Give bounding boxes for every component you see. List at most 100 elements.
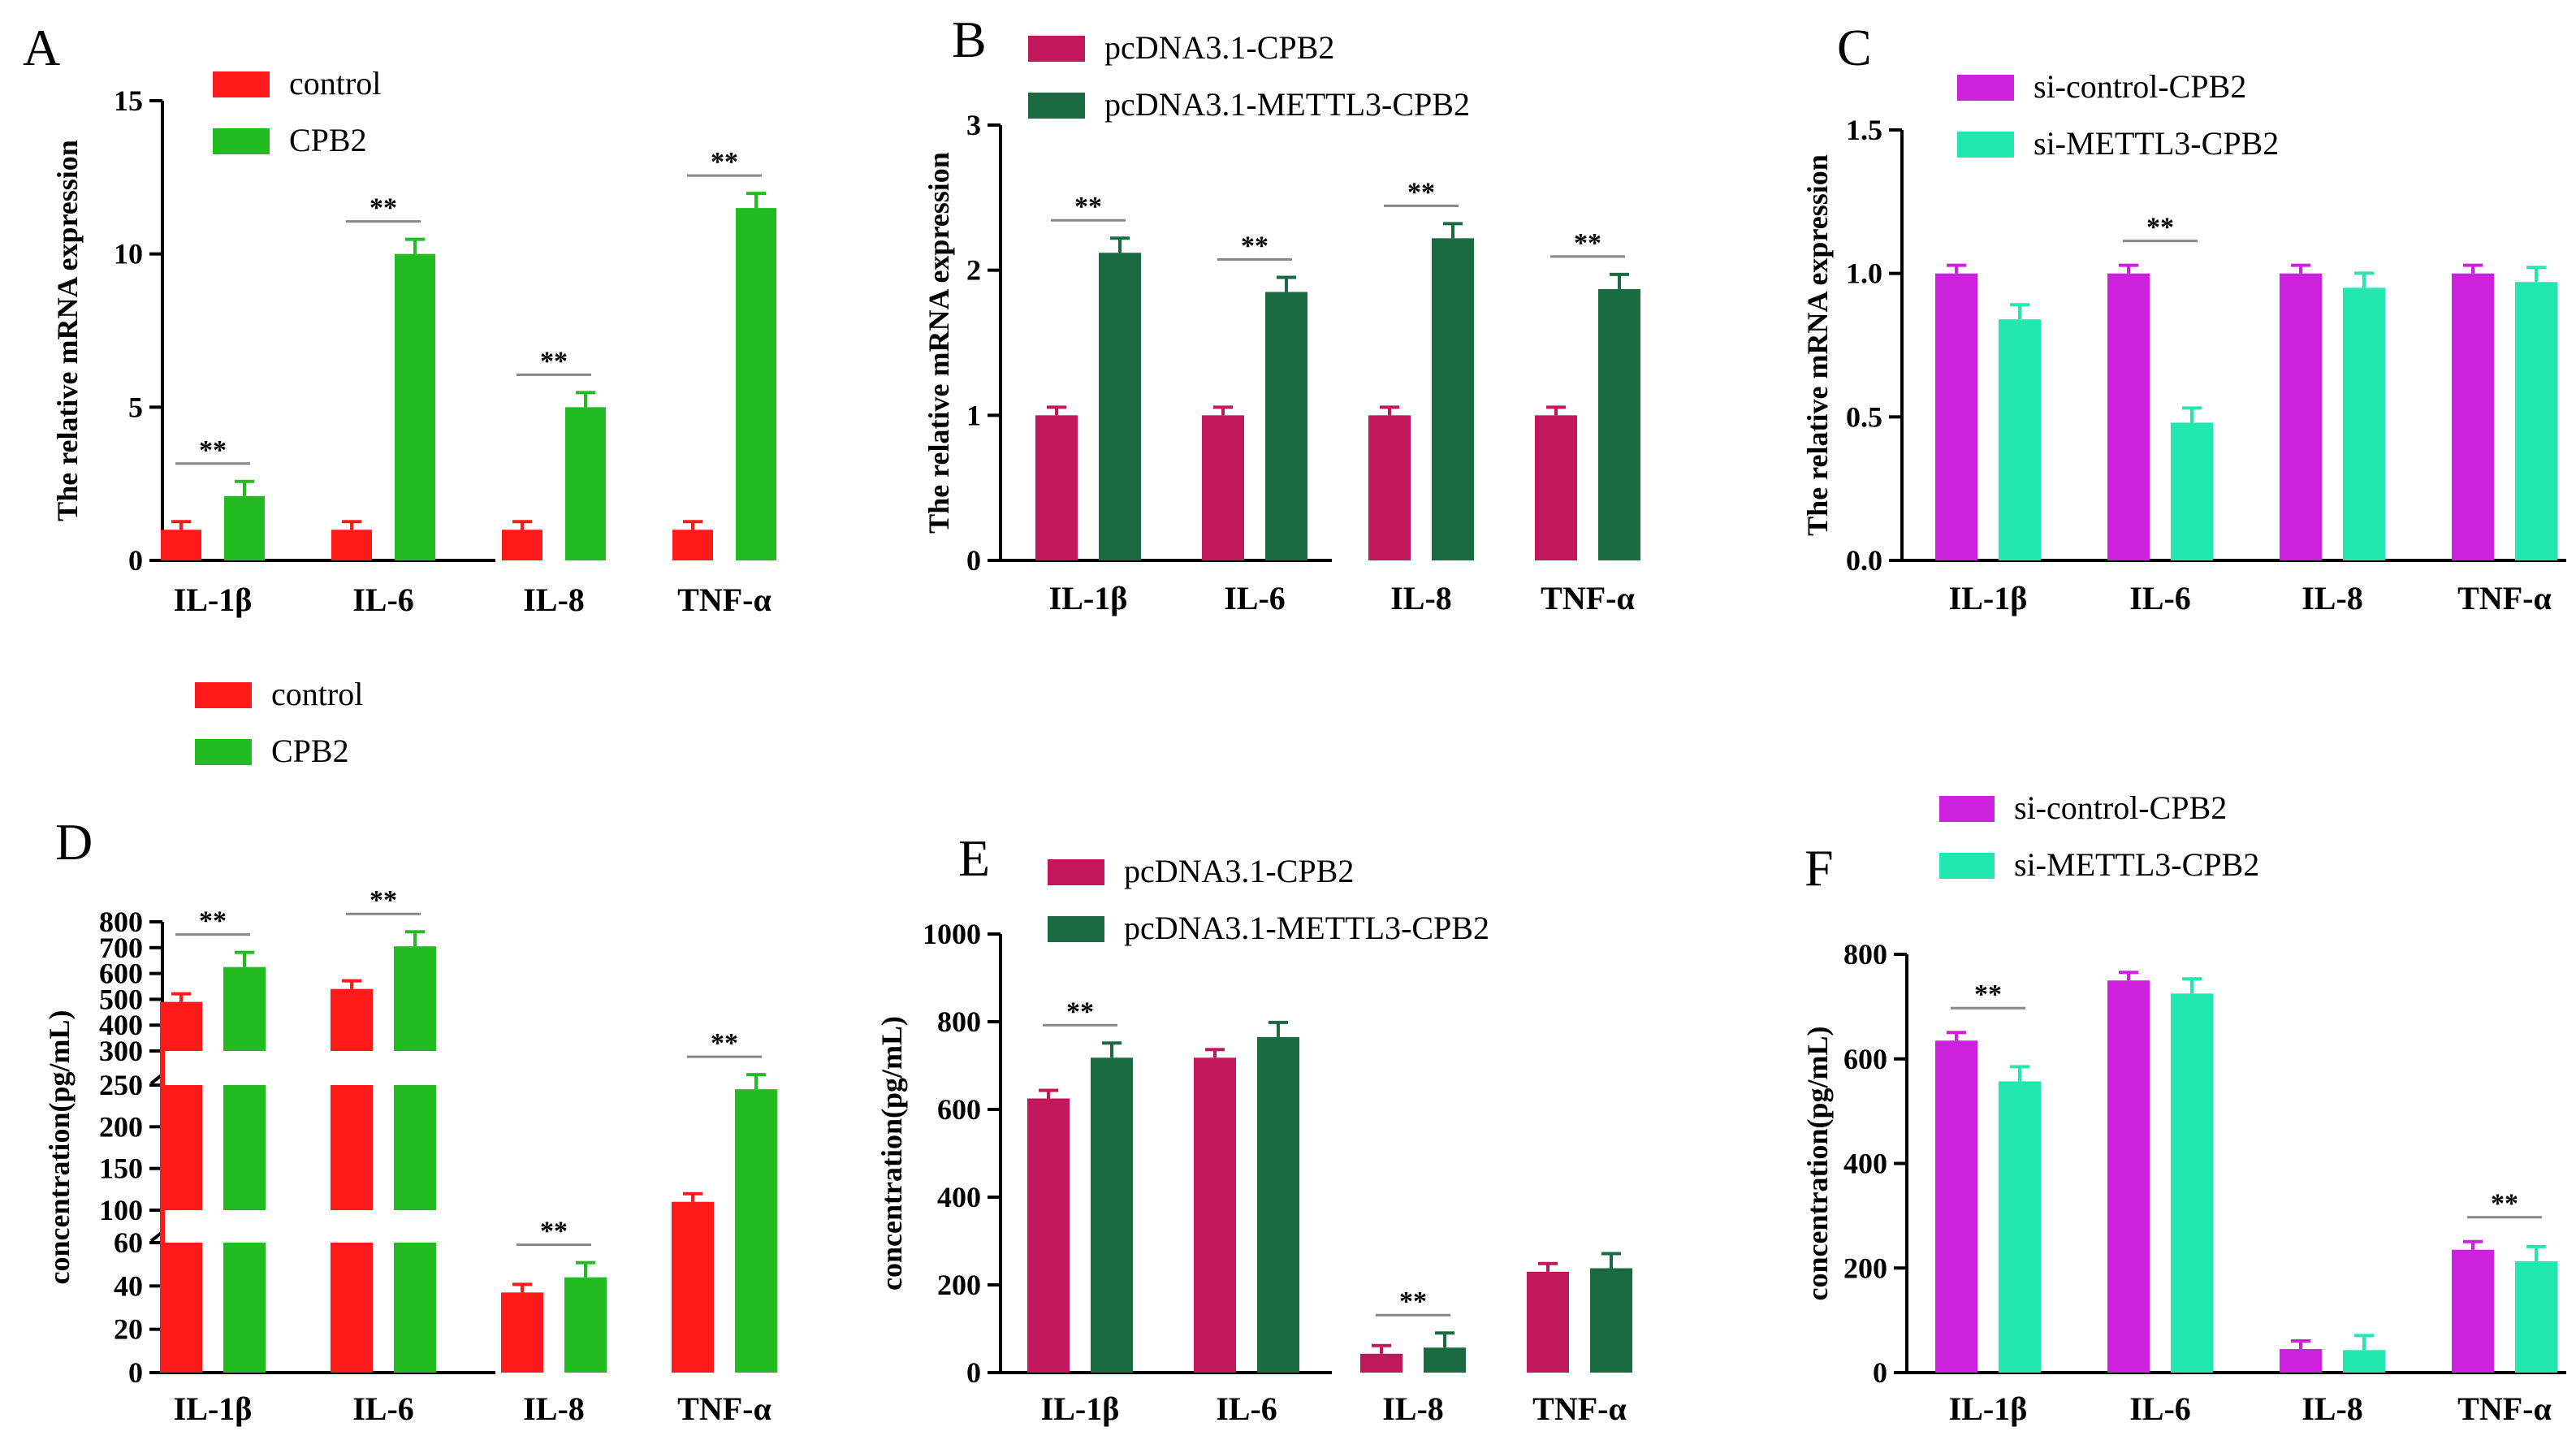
y-tick-label: 1 [966,399,981,431]
y-tick-label: 60 [114,1226,143,1259]
legend-label: si-control-CPB2 [2034,68,2246,105]
legend-swatch [195,682,252,708]
significance-marker: ** [1074,192,1102,222]
y-axis-title: The relative mRNA expression [923,152,955,534]
bar-pcdna3-1-mettl3-cpb2-tnf- [1598,288,1640,560]
y-tick-label: 3 [966,109,981,141]
bar-cpb2-il-8 [565,407,606,560]
y-axis-title: The relative mRNA expression [51,140,84,521]
bar-si-mettl3-cpb2-il-6 [2171,422,2213,560]
y-tick-label: 400 [1843,1148,1887,1180]
y-tick-label: 5 [128,391,143,423]
legend-swatch [1957,132,2014,158]
legend-swatch [1028,93,1085,119]
x-category-label: IL-6 [2129,580,2191,616]
bar-pcdna3-1-mettl3-cpb2-il-6 [1257,1036,1299,1373]
y-tick-label: 1000 [923,918,981,950]
y-tick-label: 500 [99,983,143,1015]
y-tick-label: 800 [99,906,143,938]
y-tick-label: 700 [99,932,143,964]
bar-pcdna3-1-mettl3-cpb2-tnf- [1590,1268,1632,1373]
significance-marker: ** [1574,228,1601,258]
bar-control-il-6 [331,530,372,560]
y-tick-label: 1.0 [1846,257,1882,290]
bar-pcdna3-1-cpb2-il-6 [1202,415,1244,560]
bar-pcdna3-1-cpb2-tnf- [1527,1271,1569,1373]
significance-marker: ** [711,1028,738,1058]
y-tick-label: 300 [99,1035,143,1067]
legend-label: CPB2 [271,733,349,769]
legend-label: pcDNA3.1-CPB2 [1124,853,1354,889]
bar-si-mettl3-cpb2-tnf- [2515,1261,2557,1373]
significance-marker: ** [1241,231,1269,261]
legend-label: pcDNA3.1-CPB2 [1104,29,1334,66]
bar-pcdna3-1-mettl3-cpb2-il-8 [1432,238,1474,560]
x-category-label: IL-1β [174,1390,253,1427]
y-tick-label: 100 [99,1194,143,1226]
significance-marker: ** [711,147,738,177]
x-category-label: IL-1β [174,582,253,618]
y-tick-label: 400 [937,1181,981,1213]
x-category-label: IL-1β [1049,580,1128,616]
y-tick-label: 600 [99,958,143,990]
y-tick-label: 0 [1873,1356,1887,1389]
chart-panel-b: B The relative mRNA expression 0 1 2 3 IL-1β IL… [923,11,1640,616]
y-tick-label: 1.5 [1846,114,1882,146]
significance-marker: ** [370,193,397,223]
bar-si-control-cpb2-il-1- [1935,1040,1977,1373]
y-tick-label: 400 [99,1009,143,1041]
x-category-label: TNF-α [1541,580,1635,616]
x-category-label: IL-8 [2302,1390,2363,1427]
chart-panel-a: A The relative mRNA expression 0 5 10 15 IL-1β… [23,19,776,618]
bar-pcdna3-1-mettl3-cpb2-il-1- [1099,253,1141,560]
y-axis-title: concentration(pg/mL) [1801,1027,1834,1301]
legend-label: si-METTL3-CPB2 [2014,846,2259,883]
y-tick-label: 800 [1843,938,1887,971]
significance-marker: ** [199,435,227,465]
legend-swatch [1048,916,1104,942]
bar-pcdna3-1-mettl3-cpb2-il-6 [1265,292,1307,560]
bar-si-control-cpb2-il-6 [2107,273,2150,560]
x-category-label: TNF-α [677,1390,772,1427]
panel-letter: A [23,19,60,76]
y-tick-label: 200 [99,1110,143,1143]
y-tick-label: 600 [1843,1043,1887,1075]
bar-si-mettl3-cpb2-il-6 [2171,993,2213,1373]
significance-marker: ** [2491,1189,2518,1219]
panel-letter: E [958,829,990,887]
bar-control-tnf- [672,1201,714,1373]
y-tick-label: 200 [937,1269,981,1301]
x-category-label: IL-6 [1216,1390,1277,1427]
legend-swatch [1939,853,1995,879]
legend-swatch [1939,796,1995,822]
legend-swatch [195,739,252,765]
x-category-label: IL-6 [352,1390,414,1427]
x-category-label: IL-6 [1224,580,1286,616]
bar-si-control-cpb2-il-6 [2107,980,2150,1373]
bar-control-il-6 [331,988,373,1373]
bar-pcdna3-1-cpb2-il-1- [1027,1098,1070,1373]
significance-marker: ** [1066,997,1094,1027]
bar-cpb2-il-6 [394,946,436,1373]
bar-si-control-cpb2-tnf- [2452,273,2494,560]
bar-pcdna3-1-cpb2-il-8 [1368,415,1411,560]
bar-cpb2-tnf- [735,1089,777,1373]
bar-cpb2-il-6 [395,253,435,560]
bar-control-tnf- [672,530,713,560]
significance-marker: ** [199,906,227,936]
axis-break-gap [165,1051,498,1085]
legend-swatch [1048,859,1104,885]
y-tick-label: 150 [99,1152,143,1185]
y-tick-label: 0 [966,544,981,577]
x-category-label: TNF-α [1532,1390,1627,1427]
significance-marker: ** [370,885,397,915]
bar-pcdna3-1-cpb2-il-6 [1194,1057,1236,1373]
y-tick-label: 15 [114,84,143,117]
bar-cpb2-il-1- [224,495,265,560]
bar-control-il-8 [502,530,542,560]
y-tick-label: 250 [99,1069,143,1101]
y-tick-label: 200 [1843,1252,1887,1284]
